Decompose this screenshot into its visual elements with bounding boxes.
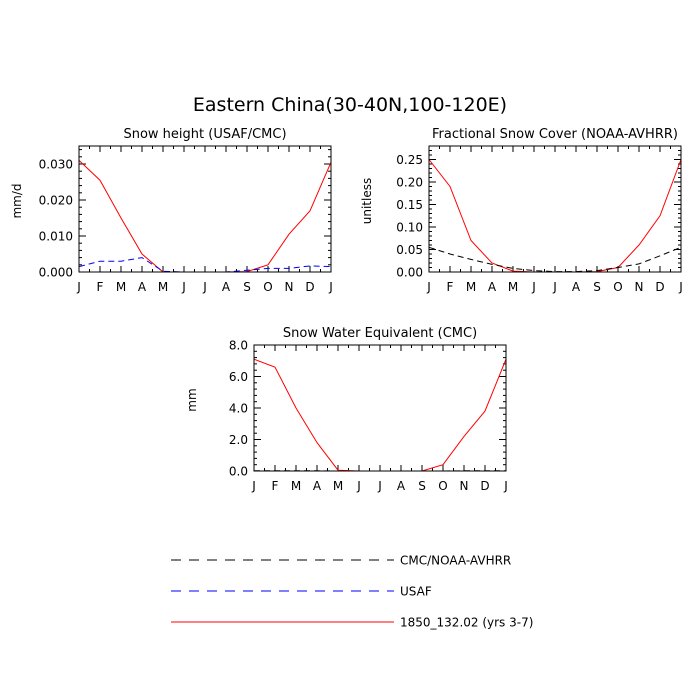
series-line-1850_132.02 (yrs 3-7) [78,160,332,273]
y-tick-label: 0.030 [39,158,73,172]
x-tick-label: S [593,280,601,294]
chart-panel-3: Snow Water Equivalent (CMC)mmJ F M A M J J A S O N… [185,326,508,493]
x-tick-label: O [613,280,622,294]
series-line-CMC/NOAA-AVHRR [428,246,682,273]
y-tick-label: 0.000 [39,266,73,280]
y-axis-label: unitless [360,178,374,224]
x-tick-label: J [552,280,557,294]
x-tick-label: D [655,280,664,294]
x-tick-label: J [531,280,536,294]
y-axis-label: mm [185,388,199,411]
x-tick-label: S [418,479,426,493]
y-tick-label: 8.0 [229,339,248,353]
y-axis-label: mm/d [10,183,24,218]
x-tick-label: F [447,280,454,294]
x-tick-label: N [635,280,644,294]
x-tick-label: N [460,479,469,493]
y-tick-label: 0.10 [396,221,423,235]
y-tick-label: 0.05 [396,243,423,257]
x-tick-label: M [333,479,343,493]
x-tick-label: A [313,479,322,493]
figure-title: Eastern China(30-40N,100-120E) [193,94,507,116]
y-tick-label: 0.20 [396,176,423,190]
x-tick-label: J [377,479,382,493]
chart-panel-1: Snow height (USAF/CMC)mm/dJ F M A M J J A S O N D J0… [10,127,333,294]
plot-frame [428,145,682,273]
x-tick-label: S [243,280,251,294]
legend: CMC/NOAA-AVHRR USAF 1850_132.02 (yrs 3-7) [171,554,533,630]
chart-panel-2: Fractional Snow Cover (NOAA-AVHRR) unitle… [360,127,683,294]
x-tick-label: M [508,280,518,294]
plot-frame [253,344,507,472]
x-tick-label: F [97,280,104,294]
x-tick-label: N [285,280,294,294]
x-tick-label: A [138,280,147,294]
y-tick-label: 0.010 [39,230,73,244]
panel-title: Snow Water Equivalent (CMC) [283,326,477,341]
x-tick-label: J [426,280,431,294]
x-tick-label: J [251,479,256,493]
series-line-1850_132.02 (yrs 3-7) [253,358,507,472]
y-tick-label: 0.25 [396,153,423,167]
x-tick-label: M [158,280,168,294]
x-tick-label: O [263,280,272,294]
panel-title: Snow height (USAF/CMC) [123,127,286,142]
x-tick-label: J [503,479,508,493]
x-tick-label: J [181,280,186,294]
x-tick-label: M [116,280,126,294]
x-tick-label: F [272,479,279,493]
x-tick-label: A [488,280,497,294]
x-tick-label: J [76,280,81,294]
x-tick-label: J [678,280,683,294]
legend-label: USAF [400,585,432,599]
y-tick-label: 0.00 [396,266,423,280]
x-tick-label: J [356,479,361,493]
x-tick-label: A [222,280,231,294]
y-tick-label: 6.0 [229,370,248,384]
chart-panels: Snow height (USAF/CMC)mm/dJ F M A M J J A S O N D J0… [10,127,683,493]
series-line-1850_132.02 (yrs 3-7) [428,159,682,273]
panel-title: Fractional Snow Cover (NOAA-AVHRR) [432,127,678,142]
x-tick-label: M [291,479,301,493]
y-tick-label: 0.020 [39,194,73,208]
x-tick-label: A [572,280,581,294]
legend-label: 1850_132.02 (yrs 3-7) [400,616,533,630]
legend-label: CMC/NOAA-AVHRR [400,554,511,568]
x-tick-label: D [305,280,314,294]
plot-frame [78,145,332,273]
x-tick-label: J [328,280,333,294]
y-tick-label: 0.15 [396,198,423,212]
x-tick-label: J [202,280,207,294]
y-tick-label: 2.0 [229,433,248,447]
x-tick-label: A [397,479,406,493]
x-tick-label: D [480,479,489,493]
x-tick-label: O [438,479,447,493]
y-tick-label: 0.0 [229,465,248,479]
x-tick-label: M [466,280,476,294]
y-tick-label: 4.0 [229,402,248,416]
